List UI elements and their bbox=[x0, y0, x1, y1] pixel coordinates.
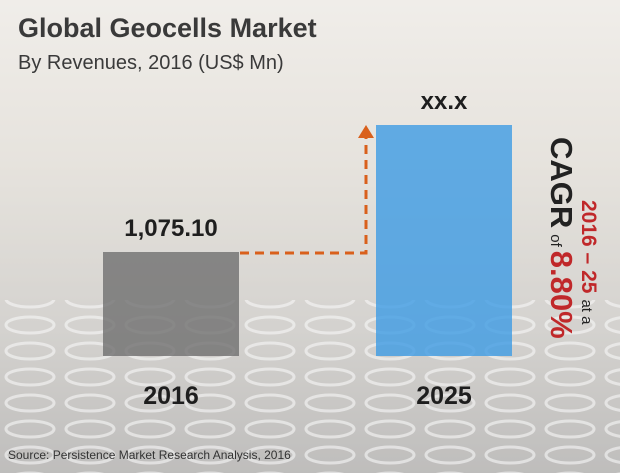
cagr-period: 2016 – 25 bbox=[577, 200, 600, 294]
cagr-at: at a bbox=[578, 299, 595, 325]
arrow-head bbox=[358, 125, 374, 138]
category-label: 2016 bbox=[143, 382, 199, 410]
cagr-label: CAGR bbox=[544, 137, 579, 228]
cagr-line-1: 2016 – 25 at a bbox=[577, 200, 600, 325]
bar bbox=[103, 252, 239, 356]
cagr-line-2: CAGR of 8.80% bbox=[544, 137, 579, 339]
chart-subtitle: By Revenues, 2016 (US$ Mn) bbox=[18, 52, 284, 74]
growth-arrow bbox=[240, 136, 368, 255]
cagr-of: of bbox=[547, 234, 564, 247]
chart-title: Global Geocells Market bbox=[18, 13, 317, 43]
category-label: 2025 bbox=[416, 382, 472, 410]
value-label: 1,075.10 bbox=[124, 215, 217, 242]
cagr-value: 8.80% bbox=[544, 251, 579, 339]
source-note: Source: Persistence Market Research Anal… bbox=[8, 448, 291, 462]
value-label: xx.x bbox=[421, 88, 468, 115]
bar bbox=[376, 125, 512, 356]
